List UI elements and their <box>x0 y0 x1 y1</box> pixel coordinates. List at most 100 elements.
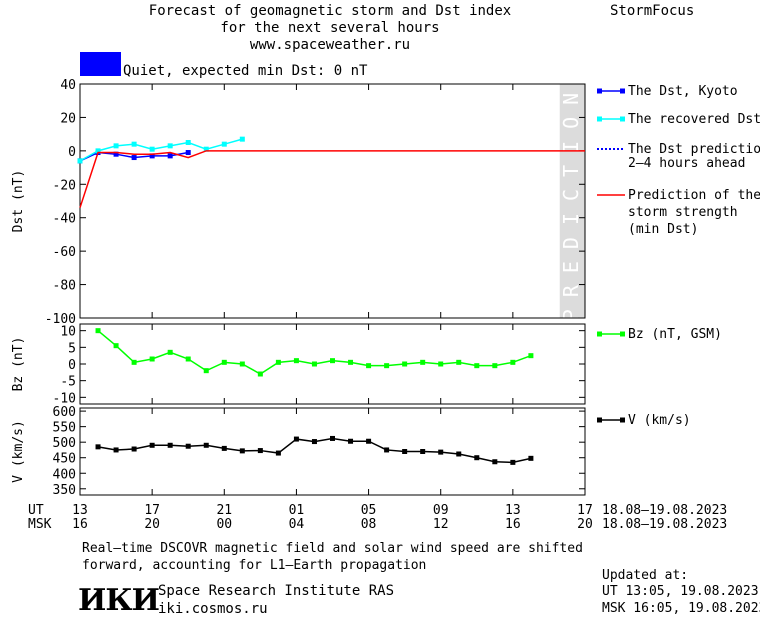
bz-point <box>311 361 317 367</box>
msk-tick-label: 16 <box>505 517 521 532</box>
v-point <box>402 449 408 454</box>
msk-tick-label: 04 <box>288 517 305 532</box>
ut-tick-label: 01 <box>288 503 305 518</box>
dst-point <box>113 151 119 157</box>
v-point <box>492 459 498 465</box>
dst-point <box>131 141 137 147</box>
msk-tick-label: 20 <box>577 517 593 532</box>
v-point <box>113 447 119 453</box>
dst-point <box>185 150 191 156</box>
v-ylabel: V (km/s) <box>11 420 26 483</box>
ut-tick-label: 17 <box>144 503 160 518</box>
institute-site[interactable]: iki.cosmos.ru <box>158 601 268 617</box>
dst-point <box>95 148 101 154</box>
v-point <box>275 450 281 456</box>
v-ytick-label: 450 <box>53 452 76 467</box>
bz-point <box>402 361 408 367</box>
title-line-2: for the next several hours <box>220 20 440 36</box>
legend-recovered-marker <box>597 116 602 122</box>
bz-point <box>474 363 480 369</box>
brand-name: StormFocus <box>610 3 695 19</box>
dst-point <box>131 155 137 161</box>
bz-point <box>330 358 335 364</box>
footnote-line-1: Real–time DSCOVR magnetic field and sola… <box>82 541 583 556</box>
legend-prediction-label-2: 2–4 hours ahead <box>628 156 745 171</box>
dst-series-line <box>79 150 585 208</box>
legend-v-label: V (km/s) <box>628 413 691 428</box>
dst-ytick-label: -100 <box>45 312 76 327</box>
dst-point <box>149 153 155 159</box>
footnote-line-2: forward, accounting for L1–Earth propaga… <box>82 558 427 573</box>
msk-tick-label: 12 <box>432 517 449 532</box>
dst-point <box>149 146 155 152</box>
bz-point <box>420 359 426 365</box>
legend-strength-label-2: storm strength <box>628 205 738 220</box>
dst-series-line <box>79 138 243 162</box>
dst-point <box>239 136 245 142</box>
msk-axis-label: MSK <box>28 517 52 532</box>
legend-v-marker <box>620 417 625 423</box>
dst-ytick-label: 40 <box>60 78 76 93</box>
v-point <box>131 446 137 452</box>
v-point <box>293 436 299 442</box>
v-point <box>221 445 227 451</box>
v-point <box>239 448 245 454</box>
v-ytick-label: 600 <box>53 405 76 420</box>
bz-point <box>131 359 137 365</box>
legend: The Dst, Kyoto The recovered Dst The Dst p… <box>597 84 760 428</box>
legend-bz-marker <box>597 331 602 337</box>
legend-strength-label-3: (min Dst) <box>628 222 698 237</box>
legend-bz-marker <box>620 331 625 337</box>
bz-point <box>492 363 498 369</box>
dst-point <box>167 143 173 149</box>
legend-dst-kyoto-label: The Dst, Kyoto <box>628 84 738 99</box>
bz-series-line <box>97 330 532 375</box>
bz-ytick-label: 10 <box>60 325 76 340</box>
v-point <box>167 442 173 448</box>
msk-tick-label: 16 <box>72 517 88 532</box>
bz-point <box>167 349 173 355</box>
bz-ytick-label: -10 <box>53 391 76 406</box>
msk-tick-label: 00 <box>216 517 233 532</box>
ut-tick-label: 09 <box>432 503 449 518</box>
v-point <box>149 442 155 448</box>
v-frame <box>79 407 586 496</box>
legend-prediction-label: The Dst prediction <box>628 142 760 157</box>
bz-ylabel: Bz (nT) <box>11 337 26 392</box>
bz-ytick-label: 0 <box>68 358 76 373</box>
bz-point <box>221 359 227 365</box>
ut-axis-label: UT <box>28 503 44 518</box>
title-line-1: Forecast of geomagnetic storm and Dst in… <box>148 3 512 19</box>
v-point <box>311 439 317 445</box>
site-url: www.spaceweather.ru <box>249 37 411 53</box>
bz-point <box>528 353 534 359</box>
dst-point <box>203 146 209 152</box>
bz-point <box>113 343 119 349</box>
v-point <box>456 451 462 457</box>
bz-point <box>384 363 390 369</box>
legend-strength-label: Prediction of the <box>628 188 760 203</box>
bz-point <box>348 359 354 365</box>
panel-bz: 105 0 -5-10 Bz (nT) <box>11 323 586 406</box>
bz-point <box>510 359 516 365</box>
v-ytick-label: 500 <box>53 436 76 451</box>
bz-point <box>275 359 281 365</box>
dst-ytick-label: 0 <box>68 145 76 160</box>
dst-ytick-label: -80 <box>53 279 76 294</box>
bz-point <box>203 368 209 374</box>
v-point <box>185 443 191 449</box>
bz-point <box>438 361 444 367</box>
dst-point <box>77 158 83 164</box>
v-point <box>474 455 480 461</box>
v-point <box>330 435 335 441</box>
legend-recovered-label: The recovered Dst <box>628 112 760 127</box>
dst-point <box>167 153 173 159</box>
v-ytick-label: 400 <box>53 467 76 482</box>
dst-ytick-label: -20 <box>53 178 76 193</box>
v-point <box>348 438 354 444</box>
bz-point <box>95 328 101 334</box>
updated-msk: MSK 16:05, 19.08.2023 <box>602 601 760 616</box>
legend-v-marker <box>597 417 602 423</box>
